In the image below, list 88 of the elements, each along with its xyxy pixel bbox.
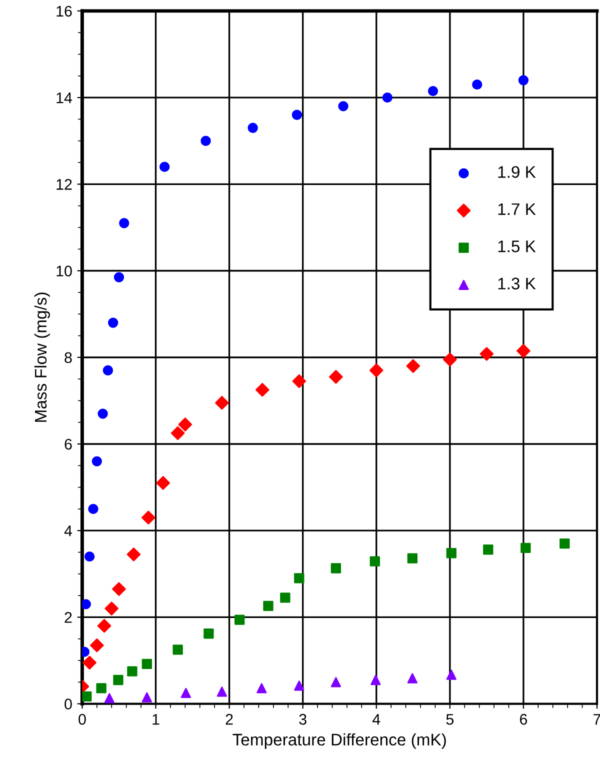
y-tick-label: 8 [64, 352, 72, 364]
point [369, 363, 384, 378]
point [338, 101, 348, 112]
point [516, 344, 530, 358]
y-tick-label: 10 [56, 266, 72, 276]
x-tick-label: 4 [372, 714, 380, 725]
point [108, 318, 118, 328]
point [178, 418, 192, 432]
point [294, 573, 304, 584]
y-tick-label: 12 [56, 179, 72, 190]
point [82, 691, 92, 702]
point [255, 382, 270, 397]
point [329, 370, 343, 384]
x-tick-label: 7 [594, 714, 600, 725]
point [520, 542, 531, 553]
point [141, 510, 156, 524]
point [97, 618, 112, 633]
y-tick-label: 0 [64, 698, 72, 710]
point [370, 674, 381, 686]
point [234, 614, 245, 625]
point [142, 658, 152, 670]
y-tick-label: 14 [56, 92, 72, 104]
point [428, 86, 438, 96]
point [446, 670, 456, 680]
point [126, 548, 141, 562]
y-tick-label: 16 [56, 6, 72, 17]
legend-label: 1.9 K [498, 166, 536, 178]
y-tick-label: 6 [64, 438, 72, 450]
point [104, 693, 114, 704]
point [104, 602, 119, 616]
point [370, 556, 380, 566]
x-axis-title: Temperature Difference (mK) [232, 733, 446, 749]
x-tick-label: 6 [520, 714, 528, 725]
point [82, 656, 96, 670]
point [96, 683, 106, 694]
point [172, 644, 183, 655]
point [280, 592, 290, 603]
point [142, 692, 152, 702]
point [446, 548, 456, 558]
y-tick-label: 4 [64, 526, 72, 536]
point [119, 218, 130, 228]
x-tick-label: 2 [226, 714, 233, 725]
x-tick-label: 1 [152, 714, 160, 725]
point [292, 110, 302, 120]
legend-label: 1.3 K [498, 278, 536, 290]
point [98, 408, 108, 419]
legend-label: 1.5 K [498, 240, 536, 252]
point [90, 638, 104, 652]
point [292, 374, 306, 388]
point [483, 544, 494, 555]
x-tick-label: 5 [446, 714, 454, 725]
point [127, 666, 138, 676]
point [248, 122, 258, 133]
point [518, 75, 529, 86]
point [200, 136, 211, 146]
point [156, 476, 170, 490]
point [406, 359, 420, 373]
x-tick-label: 0 [78, 714, 86, 725]
point [407, 553, 418, 564]
legend-label: 1.7 K [498, 203, 536, 215]
point [159, 162, 170, 172]
point [330, 677, 342, 688]
point [204, 628, 214, 639]
point [382, 92, 392, 103]
point [472, 79, 482, 90]
point [215, 396, 229, 410]
point [560, 538, 570, 549]
point [263, 600, 274, 612]
point [170, 426, 185, 440]
point [82, 599, 91, 610]
point [443, 352, 457, 366]
point [294, 680, 304, 691]
point [92, 456, 102, 466]
point [256, 683, 267, 694]
point [480, 347, 494, 361]
point [113, 674, 124, 686]
point [112, 582, 126, 596]
point [88, 504, 98, 514]
y-tick-label: 2 [64, 612, 72, 623]
point [114, 272, 124, 282]
point [102, 365, 114, 376]
point [84, 551, 95, 562]
point [330, 563, 342, 574]
point [180, 688, 191, 698]
point [407, 673, 418, 684]
x-tick-label: 3 [299, 714, 306, 725]
y-axis-title: Mass Flow (mg/s) [34, 292, 50, 422]
point [216, 686, 228, 697]
